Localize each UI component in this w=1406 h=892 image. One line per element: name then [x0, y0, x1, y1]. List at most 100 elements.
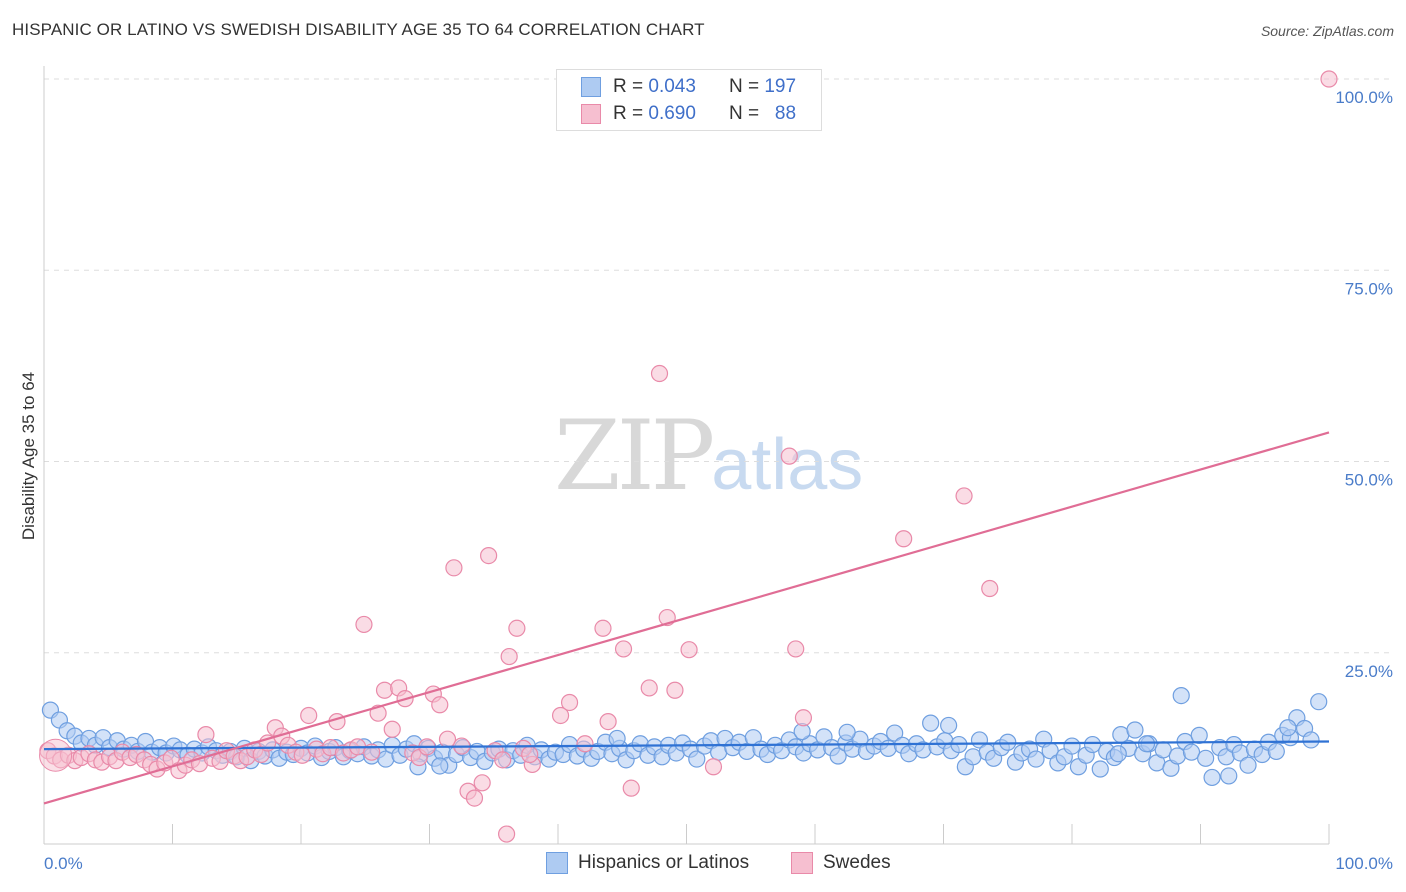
point-hispanics — [829, 747, 847, 765]
point-swedes — [787, 640, 805, 658]
point-swedes — [981, 579, 999, 598]
watermark-zip: ZIP — [554, 400, 715, 512]
point-hispanics — [608, 729, 626, 748]
legend-r-value: 0.690 — [648, 103, 696, 124]
point-swedes — [1320, 70, 1338, 88]
y-axis-title: Disability Age 35 to 64 — [19, 372, 38, 540]
point-hispanics — [1063, 737, 1081, 755]
point-hispanics — [1168, 747, 1186, 765]
point-hispanics — [1027, 750, 1045, 768]
point-swedes — [465, 789, 484, 807]
point-swedes — [521, 745, 539, 764]
legend-r-label: R = — [613, 103, 644, 124]
bottom-legend-hispanics: Hispanics or Latinos — [546, 852, 749, 874]
legend-n-label: N = — [728, 76, 760, 97]
point-hispanics — [1126, 721, 1144, 739]
series-swedes-points — [39, 70, 1338, 843]
point-swedes — [599, 712, 617, 731]
legend-n-value: 197 — [764, 76, 797, 97]
bottom-legend: Hispanics or Latinos Swedes — [0, 852, 1406, 878]
y-tick-label: 25.0% — [1345, 662, 1393, 681]
watermark-atlas: atlas — [711, 425, 864, 505]
point-hispanics — [431, 757, 449, 775]
point-swedes — [473, 774, 491, 792]
legend-swatch-pink — [581, 104, 601, 124]
point-hispanics — [1302, 731, 1320, 749]
point-hispanics — [1091, 760, 1109, 778]
point-swedes — [650, 364, 669, 383]
bottom-legend-swatch-pink — [791, 852, 813, 874]
source-label: Source: ZipAtlas.com — [1260, 23, 1394, 39]
legend-n-value: 88 — [774, 103, 797, 124]
legend-r-value: 0.043 — [648, 76, 696, 97]
trend-lines — [43, 431, 1330, 805]
point-swedes — [895, 530, 913, 548]
point-swedes — [39, 738, 73, 772]
point-hispanics — [1172, 686, 1190, 705]
point-swedes — [355, 615, 373, 634]
point-swedes — [560, 693, 579, 712]
x-tick-label: 100.0% — [1335, 854, 1393, 873]
point-hispanics — [838, 723, 856, 741]
chart-title: HISPANIC OR LATINO VS SWEDISH DISABILITY… — [12, 20, 705, 39]
point-swedes — [480, 546, 498, 565]
point-swedes — [794, 709, 813, 727]
point-swedes — [640, 679, 658, 697]
point-hispanics — [1109, 745, 1127, 763]
point-hispanics — [1239, 756, 1257, 774]
point-swedes — [666, 681, 684, 699]
tick-labels: 100.0% 75.0% 50.0% 25.0% 0.0% 100.0% — [44, 88, 1393, 873]
point-swedes — [498, 825, 516, 843]
point-hispanics — [1203, 768, 1221, 787]
bottom-legend-label-swedes: Swedes — [823, 852, 891, 873]
legend-n-label: N = — [728, 103, 760, 124]
point-swedes — [704, 758, 723, 776]
point-swedes — [955, 487, 973, 505]
point-hispanics — [1083, 735, 1102, 754]
x-tick-label: 0.0% — [44, 854, 83, 873]
point-hispanics — [1182, 743, 1201, 761]
point-swedes — [445, 559, 463, 577]
legend-row-swedes: R = 0.690 N = 88 — [581, 102, 796, 126]
bottom-legend-label-hispanics: Hispanics or Latinos — [578, 852, 750, 873]
point-hispanics — [999, 733, 1017, 751]
point-hispanics — [1220, 767, 1238, 785]
point-hispanics — [1137, 735, 1156, 753]
point-swedes — [622, 779, 640, 797]
legend-swatch-blue — [581, 77, 601, 97]
point-swedes — [431, 696, 449, 714]
point-swedes — [300, 706, 318, 725]
point-hispanics — [688, 750, 706, 768]
point-hispanics — [922, 714, 940, 732]
y-tick-label: 75.0% — [1345, 279, 1393, 298]
point-swedes — [197, 726, 215, 744]
point-swedes — [551, 706, 570, 725]
point-swedes — [438, 730, 457, 748]
bottom-legend-swatch-blue — [546, 852, 568, 874]
point-hispanics — [1197, 749, 1215, 767]
point-hispanics — [886, 724, 904, 742]
point-swedes — [594, 619, 612, 637]
y-tick-label: 100.0% — [1335, 88, 1393, 107]
point-swedes — [780, 447, 798, 465]
trend-line-swedes — [43, 431, 1330, 805]
legend: R = 0.043 N = 197 R = 0.690 N = 88 — [556, 69, 822, 131]
point-swedes — [383, 720, 401, 738]
y-tick-label: 50.0% — [1345, 471, 1393, 490]
point-hispanics — [879, 739, 897, 757]
bottom-legend-swedes: Swedes — [791, 852, 891, 874]
series-hispanics-points — [41, 686, 1328, 787]
point-hispanics — [1279, 719, 1297, 737]
point-swedes — [375, 681, 394, 699]
point-swedes — [680, 641, 698, 659]
point-swedes — [508, 619, 526, 637]
point-swedes — [576, 735, 594, 753]
point-hispanics — [1267, 742, 1285, 761]
trend-line-hispanics — [43, 740, 1330, 751]
point-swedes — [494, 751, 512, 769]
watermark: ZIPatlas — [554, 400, 863, 512]
point-hispanics — [1310, 693, 1328, 711]
legend-row-hispanics: R = 0.043 N = 197 — [581, 75, 796, 99]
point-hispanics — [1190, 726, 1208, 744]
